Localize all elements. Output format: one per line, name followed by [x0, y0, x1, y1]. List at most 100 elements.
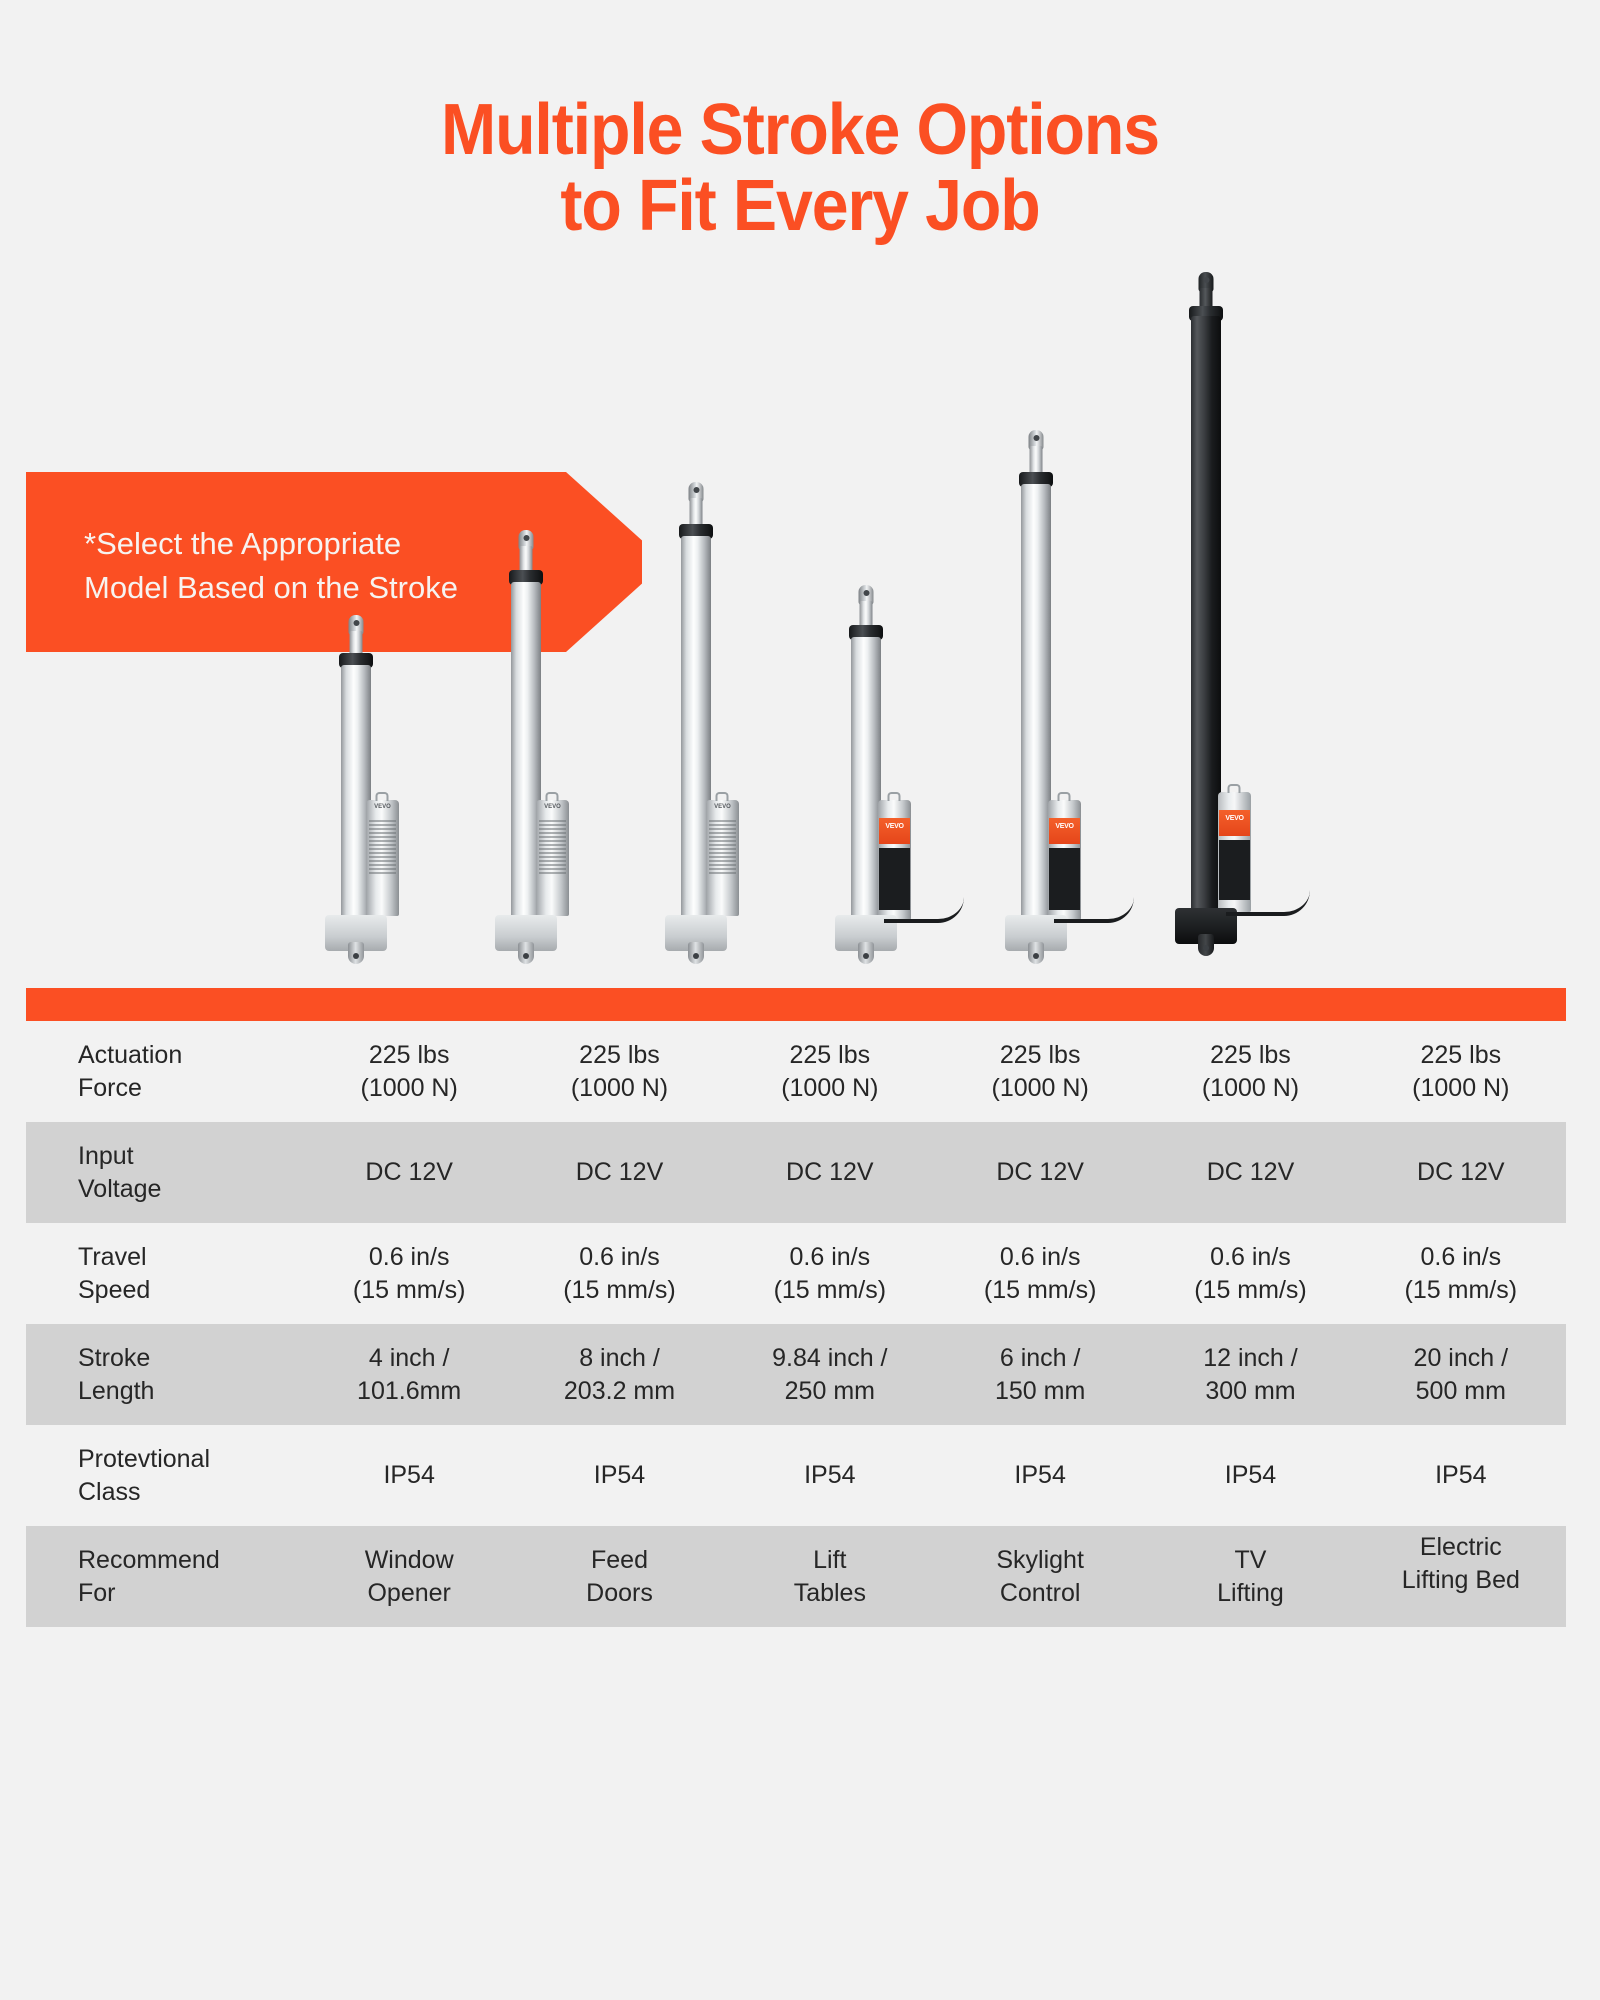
table-cell: DC 12V: [365, 1158, 453, 1186]
power-cable: [884, 897, 964, 923]
table-header-bar: [26, 988, 1566, 1021]
power-cable: [1054, 897, 1134, 923]
rod-clevis-icon: [348, 615, 364, 635]
table-cell: 6 inch /150 mm: [994, 1343, 1086, 1405]
table-cell: 8 inch /203.2 mm: [563, 1343, 676, 1405]
table-cell: 0.6 in/s (15 mm/s): [983, 1242, 1097, 1304]
table-cell: 0.6 in/s (15 mm/s): [1404, 1242, 1518, 1304]
seal-collar: [1019, 472, 1053, 487]
table-cell: 0.6 in/s (15 mm/s): [1194, 1242, 1307, 1304]
rod: [519, 546, 533, 574]
motor-tab-icon: [887, 792, 901, 801]
table-cell: IP54: [1014, 1461, 1066, 1489]
table-row: Travel Speed 0.6 in/s (15 mm/s) 0.6 in/s(…: [26, 1223, 1566, 1324]
actuator-tube: [1191, 316, 1221, 914]
page-title: Multiple Stroke Options to Fit Every Job: [0, 92, 1600, 245]
table-cell: 9.84 inch /250 mm: [772, 1343, 888, 1405]
actuator-tube: [1021, 484, 1051, 920]
table-cell: 0.6 in/s (15 mm/s): [352, 1242, 466, 1304]
rod: [349, 631, 363, 657]
table-cell: 0.6 in/s (15 mm/s): [563, 1242, 676, 1304]
product-image-actuator-9-84-inch: VEVO: [596, 482, 796, 964]
motor-tab-icon: [1227, 784, 1241, 793]
table-cell: 225 lbs (1000 N): [1201, 1040, 1300, 1102]
motor-brand-text: VEVO: [885, 823, 904, 830]
motor-spec-stripes: [709, 820, 736, 874]
rear-clevis-icon: [1028, 942, 1044, 964]
motor-spec-stripes: [539, 820, 566, 874]
table-cell: IP54: [383, 1461, 435, 1489]
rod: [689, 498, 703, 528]
table-cell: Lift Tables: [793, 1545, 866, 1607]
table-cell: Skylight Control: [996, 1545, 1084, 1607]
motor-brand-text: VEVO: [1225, 815, 1244, 822]
table-row: Stroke Length 4 inch /101.6mm 8 inch /20…: [26, 1324, 1566, 1425]
rod-clevis-icon: [688, 482, 704, 502]
table-cell: IP54: [593, 1461, 646, 1489]
seal-collar: [849, 625, 883, 640]
table-cell: DC 12V: [996, 1158, 1084, 1186]
seal-collar: [509, 570, 543, 585]
table-cell: 20 inch /500 mm: [1413, 1343, 1509, 1405]
motor-tab-icon: [1057, 792, 1071, 801]
row-label: Input Voltage: [78, 1141, 162, 1203]
product-image-actuator-8-inch: VEVO: [426, 530, 626, 964]
rod-clevis-icon: [1198, 272, 1214, 292]
callout-line-2: Model Based on the Stroke: [84, 570, 458, 606]
rear-clevis-icon: [518, 942, 534, 964]
table-cell: 225 lbs (1000 N): [991, 1040, 1089, 1102]
title-line-1: Multiple Stroke Options: [440, 90, 1160, 170]
table-cell: 225 lbs (1000 N): [360, 1040, 458, 1102]
motor-housing: VEVO: [536, 800, 569, 916]
product-image-actuator-12-inch: VEVO: [936, 430, 1136, 964]
motor-brand-text: VEVO: [1055, 823, 1074, 830]
rear-clevis-icon: [688, 942, 704, 964]
spec-table: Actuation Force 225 lbs (1000 N) 225 lbs(…: [26, 988, 1566, 1627]
table-row: Actuation Force 225 lbs (1000 N) 225 lbs(…: [26, 1021, 1566, 1122]
table-cell: 12 inch /300 mm: [1203, 1343, 1298, 1405]
motor-housing: VEVO: [706, 800, 739, 916]
motor-tab-icon: [715, 792, 729, 801]
product-image-actuator-20-inch: VEVO: [1106, 272, 1310, 960]
table-cell: Feed Doors: [586, 1545, 653, 1607]
table-row: Protevtional Class IP54 IP54 IP54 IP54 I…: [26, 1425, 1566, 1526]
table-cell: DC 12V: [1417, 1158, 1505, 1186]
title-line-2: to Fit Every Job: [560, 166, 1040, 247]
table-cell: 0.6 in/s (15 mm/s): [773, 1242, 887, 1304]
callout-line-1: *Select the Appropriate: [84, 526, 402, 561]
rod: [1029, 446, 1043, 476]
product-image-row: VEVO VEVO: [26, 270, 1566, 964]
table-cell: DC 12V: [1206, 1158, 1295, 1186]
callout-banner: *Select the Appropriate Model Based on t…: [26, 472, 642, 652]
table-cell: DC 12V: [786, 1158, 874, 1186]
product-image-actuator-4-inch: VEVO: [256, 615, 456, 964]
rod-clevis-icon: [518, 530, 534, 550]
seal-collar: [339, 653, 373, 668]
table-row: Recommend For Window Opener Feed Doors Lif…: [26, 1526, 1566, 1627]
motor-brand-label-band: VEVO: [1049, 818, 1080, 844]
motor-housing: VEVO: [366, 800, 399, 916]
motor-brand-label: VEVO: [714, 804, 731, 810]
table-cell: 225 lbs (1000 N): [570, 1040, 669, 1102]
rear-clevis-icon: [348, 942, 364, 964]
actuator-tube: [851, 637, 881, 920]
row-label: Travel Speed: [78, 1242, 151, 1304]
rear-clevis-icon: [1198, 934, 1214, 956]
row-label: Actuation Force: [78, 1040, 183, 1102]
power-cable: [1226, 890, 1310, 916]
rod: [1199, 288, 1213, 310]
seal-collar: [679, 524, 713, 539]
table-cell: 4 inch /101.6mm: [357, 1343, 462, 1405]
table-cell: Electric Lifting Bed: [1401, 1532, 1520, 1594]
rod-clevis-icon: [858, 585, 874, 605]
table-cell: TV Lifting: [1217, 1545, 1284, 1607]
table-cell: IP54: [1435, 1461, 1487, 1489]
table-cell: DC 12V: [575, 1158, 664, 1186]
rod-clevis-icon: [1028, 430, 1044, 450]
table-cell: 225 lbs (1000 N): [1412, 1040, 1510, 1102]
motor-brand-label-band: VEVO: [1219, 810, 1250, 836]
row-label: Recommend For: [78, 1545, 220, 1607]
rod: [859, 601, 873, 629]
motor-brand-label: VEVO: [374, 804, 391, 810]
row-label: Protevtional Class: [78, 1444, 211, 1506]
